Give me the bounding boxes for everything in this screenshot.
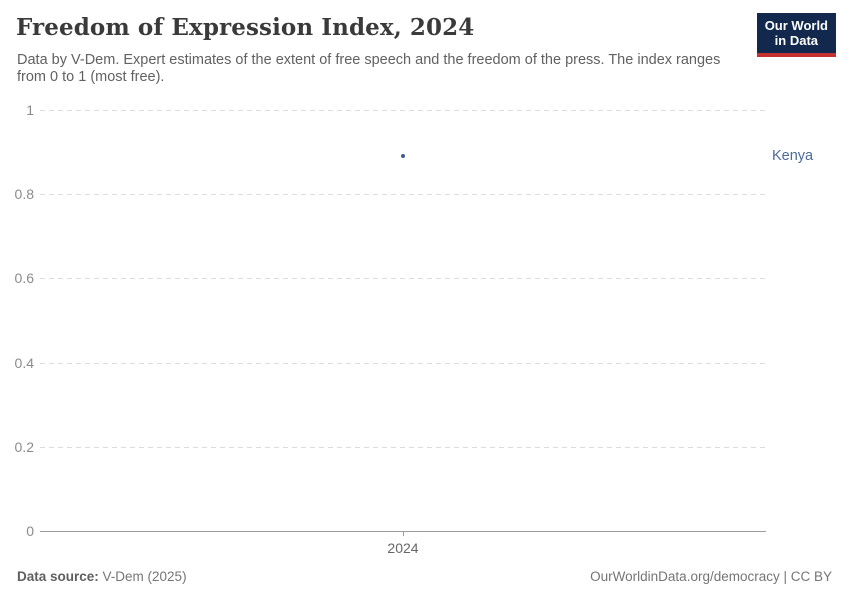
owid-logo-line2: in Data xyxy=(774,33,819,49)
owid-logo: Our World in Data xyxy=(756,13,836,57)
y-gridline xyxy=(40,278,766,280)
x-tick xyxy=(403,531,404,536)
data-point-kenya[interactable] xyxy=(401,154,405,159)
chart-subtitle: Data by V-Dem. Expert estimates of the e… xyxy=(17,52,721,86)
x-tick-label: 2024 xyxy=(387,540,419,556)
y-tick-label: 0.6 xyxy=(14,270,34,287)
y-gridline xyxy=(40,446,766,448)
y-gridline xyxy=(40,362,766,364)
entity-label-kenya[interactable]: Kenya xyxy=(772,148,814,165)
y-gridline xyxy=(40,110,766,111)
data-source-value: V-Dem (2025) xyxy=(98,569,187,584)
y-tick-label: 1 xyxy=(26,102,34,118)
y-tick-label: 0.4 xyxy=(14,354,34,371)
y-gridline xyxy=(40,194,766,196)
y-tick-label: 0.2 xyxy=(14,438,34,455)
page-title: Freedom of Expression Index, 2024 xyxy=(16,14,475,41)
y-tick-label: 0 xyxy=(26,523,34,539)
data-source-label: Data source: xyxy=(17,569,99,584)
owid-logo-line1: Our World xyxy=(764,18,828,33)
data-source: Data source: V-Dem (2025) xyxy=(17,569,187,584)
y-tick-label: 0.8 xyxy=(14,186,34,203)
credit-link[interactable]: OurWorldinData.org/democracy | CC BY xyxy=(590,569,832,584)
